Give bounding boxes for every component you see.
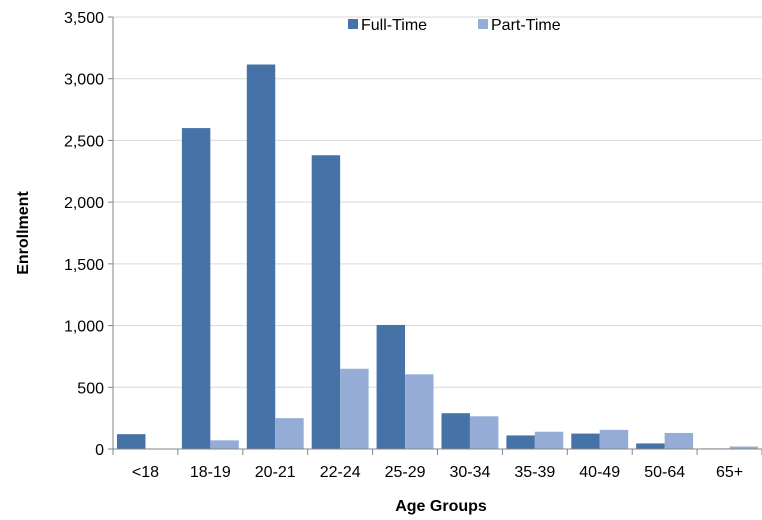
bar-full-time-8 [636, 443, 665, 449]
bar-part-time-9 [729, 446, 758, 449]
x-tick-label: 40-49 [579, 464, 620, 481]
y-tick-label: 2,500 [64, 133, 104, 150]
legend-label-part-time: Part-Time [491, 17, 561, 34]
bar-full-time-6 [506, 435, 535, 449]
legend-label-full-time: Full-Time [361, 17, 427, 34]
x-tick-labels: <18 18-19 20-21 22-24 25-29 30-34 35-39 40-49 50… [132, 464, 743, 481]
bar-part-time-2 [275, 418, 304, 449]
bar-part-time-1 [210, 440, 239, 449]
gridlines [113, 16, 762, 388]
bar-full-time-2 [246, 64, 276, 450]
bar-full-time-3 [311, 155, 341, 450]
x-tick-label: 50-64 [644, 464, 685, 481]
bar-part-time-7 [599, 429, 629, 449]
x-tick-label: 30-34 [449, 464, 490, 481]
y-tick-label: 2,000 [64, 195, 104, 212]
legend: Full-Time Part-Time [348, 17, 561, 34]
y-tick-label: 3,000 [64, 72, 104, 89]
y-tick-label: 1,500 [64, 257, 104, 274]
x-tick-label: 20-21 [255, 464, 296, 481]
bar-full-time-0 [117, 434, 146, 449]
x-tick-label: 18-19 [190, 464, 231, 481]
axes [108, 16, 762, 455]
x-axis-title: Age Groups [395, 498, 487, 515]
bar-part-time-5 [469, 416, 499, 449]
y-tick-label: 0 [95, 442, 104, 459]
x-tick-label: <18 [132, 464, 159, 481]
legend-swatch-part-time [478, 19, 488, 29]
x-tick-label: 35-39 [514, 464, 555, 481]
bar-full-time-1 [181, 128, 211, 450]
x-tick-label: 25-29 [385, 464, 426, 481]
bar-part-time-3 [340, 368, 369, 449]
y-tick-label: 1,000 [64, 319, 104, 336]
bar-full-time-4 [376, 324, 406, 449]
y-tick-label: 3,500 [64, 10, 104, 27]
x-tick-label: 65+ [716, 464, 743, 481]
y-tick-labels: 0 500 1,000 1,500 2,000 2,500 3,000 3,500 [64, 10, 104, 459]
y-axis-title: Enrollment [15, 191, 32, 275]
bars [117, 64, 758, 450]
bar-part-time-4 [405, 374, 434, 449]
bar-full-time-7 [571, 433, 600, 449]
bar-part-time-8 [664, 432, 694, 449]
x-tick-label: 22-24 [320, 464, 361, 481]
bar-full-time-5 [441, 413, 470, 449]
y-tick-label: 500 [77, 380, 104, 397]
bar-part-time-6 [534, 431, 564, 449]
legend-swatch-full-time [348, 19, 358, 29]
